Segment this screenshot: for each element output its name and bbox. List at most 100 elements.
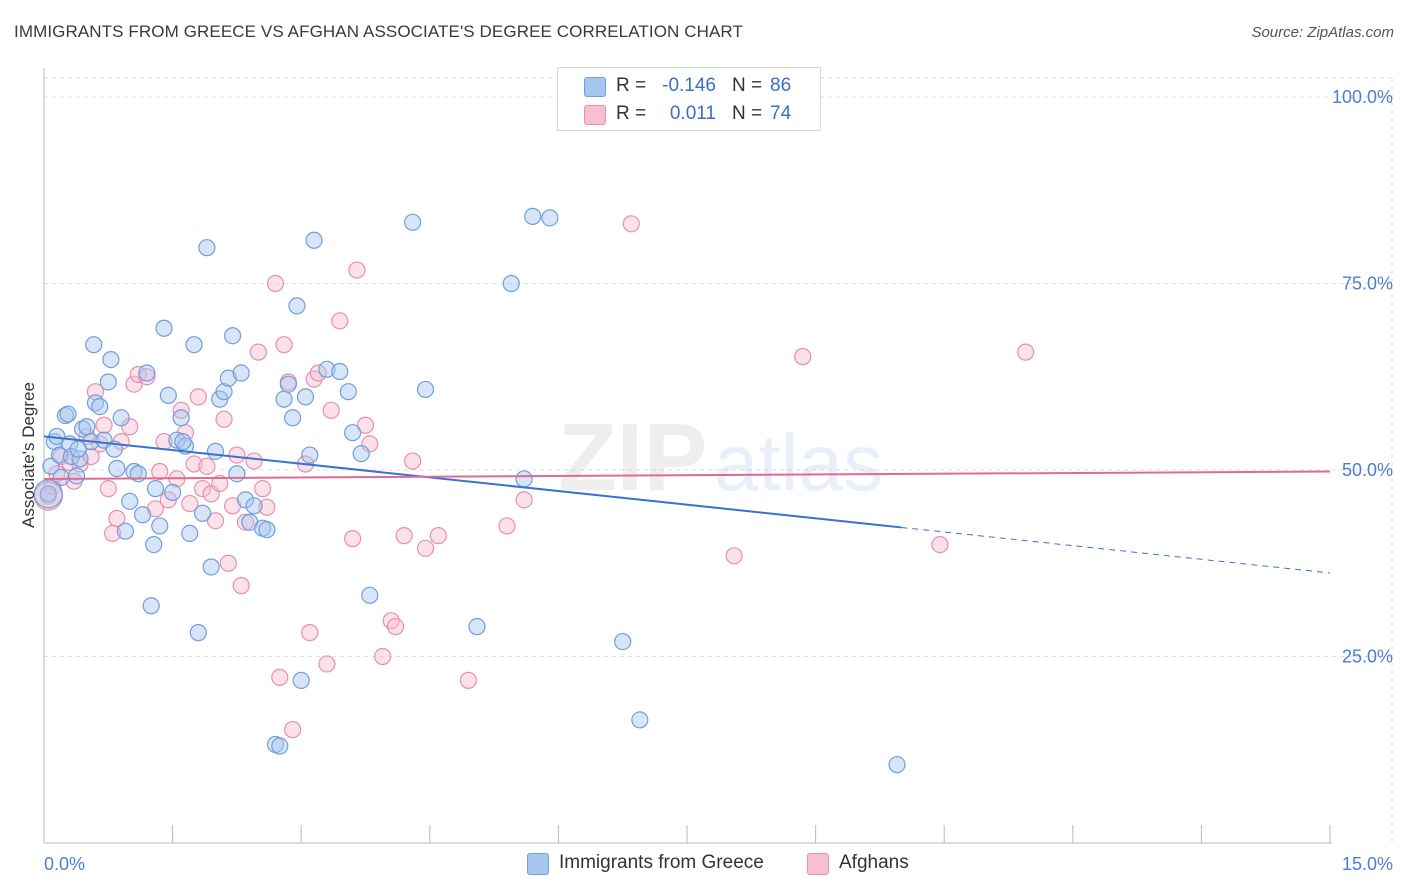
afghans-point	[271, 668, 289, 686]
greece-point	[271, 737, 289, 755]
afghans-point	[211, 474, 229, 493]
afghans-point	[95, 416, 113, 434]
tick-labels: 100.0% 75.0% 50.0% 25.0% 0.0% 15.0%	[44, 87, 1393, 874]
greece-point	[279, 375, 297, 393]
afghans-point	[284, 721, 302, 739]
greece-point	[232, 364, 250, 382]
greece-point	[339, 383, 357, 401]
watermark-zip: ZIP	[558, 404, 707, 511]
greece-trend-line	[43, 435, 902, 529]
greece-point	[102, 350, 120, 369]
legend-row-greece: R = -0.146 N = 86	[558, 75, 818, 101]
x-tick-label: 0.0%	[44, 854, 85, 874]
afghans-point	[331, 312, 349, 330]
greece-point	[194, 504, 212, 522]
greece-point	[631, 711, 649, 729]
n-value: 86	[770, 75, 792, 96]
chart-title: IMMIGRANTS FROM GREECE VS AFGHAN ASSOCIA…	[14, 22, 743, 41]
greece-point	[112, 409, 130, 427]
r-value: -0.146	[662, 75, 716, 96]
greece-point	[416, 380, 435, 399]
greece-point	[275, 390, 293, 408]
y-axis-title: Associate's Degree	[19, 382, 38, 528]
afghans-point	[138, 368, 156, 386]
greece-point	[215, 383, 233, 401]
greece-point	[67, 467, 86, 485]
greece-point	[228, 465, 246, 483]
greece-point	[318, 360, 336, 378]
greece-point	[151, 517, 169, 535]
afghans-point	[498, 517, 516, 535]
afghans-points	[33, 215, 1035, 739]
afghans-point	[374, 647, 392, 666]
y-tick-label: 25.0%	[1342, 647, 1393, 667]
afghans-point	[931, 535, 949, 554]
greece-point	[515, 470, 533, 488]
greece-point	[296, 388, 315, 406]
afghans-point	[386, 618, 405, 636]
greece-point	[524, 207, 542, 225]
afghans-point	[515, 491, 533, 509]
afghans-point	[258, 498, 276, 516]
y-tick-label: 100.0%	[1332, 87, 1393, 107]
n-label: N =	[732, 75, 763, 96]
afghans-point	[198, 457, 216, 475]
afghans-point	[459, 671, 477, 689]
greece-point	[155, 319, 173, 337]
greece-point	[168, 431, 186, 449]
greece-point	[258, 521, 276, 539]
legend-label: Afghans	[839, 852, 909, 873]
afghans-point	[1017, 343, 1035, 361]
greece-point	[85, 336, 103, 354]
correlation-legend: R = -0.146 N = 86 R = 0.011 N = 74	[557, 67, 821, 131]
afghans-point	[266, 274, 285, 293]
watermark-atlas: atlas	[714, 418, 883, 507]
greece-point	[404, 213, 422, 231]
greece-point	[352, 444, 370, 463]
greece-point	[305, 231, 323, 249]
afghans-point	[219, 554, 237, 572]
afghans-point	[194, 480, 212, 498]
legend-label: Immigrants from Greece	[559, 852, 764, 873]
greece-point	[145, 535, 163, 554]
afghans-point	[189, 388, 207, 406]
afghans-point	[404, 452, 422, 470]
afghans-point	[228, 446, 246, 464]
greece-point	[78, 418, 96, 436]
greece-point	[331, 362, 349, 381]
n-label: N =	[732, 103, 763, 124]
greece-point	[164, 483, 182, 501]
greece-point	[69, 440, 87, 458]
afghans-point	[249, 343, 267, 361]
afghans-point	[309, 364, 327, 382]
afghans-point	[254, 480, 272, 498]
axes	[43, 68, 1332, 844]
x-tick-label: 15.0%	[1342, 854, 1393, 874]
greece-point	[91, 397, 109, 416]
greece-point	[159, 386, 177, 404]
afghans-trend-line	[43, 470, 1331, 480]
r-value: 0.011	[669, 103, 716, 124]
afghans-point	[181, 494, 199, 513]
afghans-point	[151, 462, 169, 481]
trend-lines	[43, 435, 1331, 574]
greece-point	[181, 524, 199, 543]
greece-point	[33, 479, 63, 509]
afghans-point	[185, 455, 203, 473]
watermark: ZIP atlas	[558, 404, 883, 511]
greece-point	[185, 336, 203, 354]
greece-point	[284, 409, 302, 427]
greece-point	[202, 558, 220, 576]
greece-point	[292, 671, 310, 689]
y-tick-label: 50.0%	[1342, 460, 1393, 480]
afghans-point	[215, 410, 233, 428]
greece-points	[33, 207, 906, 774]
greece-point	[174, 433, 192, 451]
afghans-swatch	[807, 853, 829, 875]
greece-point	[245, 497, 263, 515]
greece-point	[236, 491, 255, 509]
afghans-point	[429, 527, 447, 545]
afghans-point	[108, 509, 126, 528]
afghans-point	[725, 547, 743, 565]
